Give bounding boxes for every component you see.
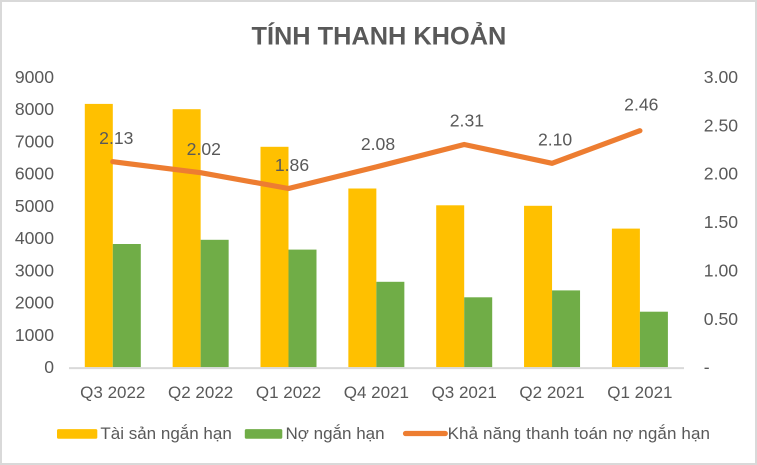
svg-text:2.13: 2.13 (99, 128, 133, 148)
svg-text:Q3 2021: Q3 2021 (432, 383, 497, 402)
svg-text:1.50: 1.50 (704, 212, 738, 232)
svg-text:Q4 2021: Q4 2021 (344, 383, 409, 402)
svg-text:9000: 9000 (15, 67, 54, 87)
svg-text:-: - (704, 357, 710, 377)
svg-text:Nợ ngắn hạn: Nợ ngắn hạn (286, 424, 385, 443)
svg-text:7000: 7000 (15, 131, 54, 151)
svg-text:Q3 2022: Q3 2022 (80, 383, 145, 402)
svg-text:3.00: 3.00 (704, 67, 738, 87)
svg-text:3000: 3000 (15, 260, 54, 280)
svg-text:0.50: 0.50 (704, 309, 738, 329)
svg-text:2.31: 2.31 (450, 111, 484, 131)
svg-text:2.46: 2.46 (624, 95, 658, 115)
svg-text:Khả năng thanh toán nợ ngắn hạ: Khả năng thanh toán nợ ngắn hạn (448, 424, 711, 443)
svg-text:5000: 5000 (15, 196, 54, 216)
svg-text:2.02: 2.02 (187, 139, 221, 159)
svg-text:8000: 8000 (15, 99, 54, 119)
svg-text:6000: 6000 (15, 164, 54, 184)
svg-text:1.00: 1.00 (704, 260, 738, 280)
svg-text:2.50: 2.50 (704, 115, 738, 135)
svg-text:1.86: 1.86 (275, 155, 309, 175)
svg-text:0: 0 (44, 357, 54, 377)
svg-text:Q1 2021: Q1 2021 (607, 383, 672, 402)
svg-text:2.00: 2.00 (704, 164, 738, 184)
svg-text:Q2 2021: Q2 2021 (519, 383, 584, 402)
svg-text:TÍNH THANH KHOẢN: TÍNH THANH KHOẢN (251, 21, 506, 51)
svg-text:2.10: 2.10 (538, 129, 572, 149)
svg-text:2.08: 2.08 (361, 134, 395, 154)
svg-text:Q1 2022: Q1 2022 (256, 383, 321, 402)
svg-text:4000: 4000 (15, 228, 54, 248)
svg-text:1000: 1000 (15, 325, 54, 345)
svg-text:Q2 2022: Q2 2022 (168, 383, 233, 402)
svg-text:Tài sản ngắn hạn: Tài sản ngắn hạn (100, 424, 231, 443)
svg-text:2000: 2000 (15, 293, 54, 313)
